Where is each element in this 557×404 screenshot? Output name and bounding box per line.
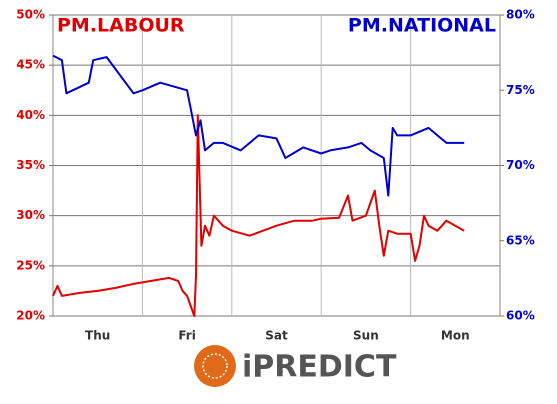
x-tick-label: Sun — [353, 329, 379, 343]
y-tick-label: 50% — [16, 8, 45, 22]
y-tick-label: 40% — [16, 108, 45, 122]
y2-tick-label: 60% — [506, 309, 535, 323]
y2-tick-label: 80% — [506, 8, 535, 22]
y2-tick-label: 75% — [506, 83, 535, 97]
x-tick-label: Sat — [265, 329, 288, 343]
logo-icon — [194, 345, 236, 387]
legend-label: PM.LABOUR — [57, 15, 185, 37]
x-tick-label: Fri — [178, 329, 195, 343]
series-line — [52, 54, 465, 197]
legend-label: PM.NATIONAL — [348, 15, 496, 37]
y-tick-label: 45% — [16, 58, 45, 72]
logo-text: iPREDICT — [242, 350, 397, 385]
y-tick-label: 25% — [16, 258, 45, 272]
x-tick-label: Thu — [85, 329, 110, 343]
logo-pattern — [202, 353, 228, 379]
y2-tick-label: 65% — [506, 233, 535, 247]
y-tick-label: 35% — [16, 158, 45, 172]
y2-tick-label: 70% — [506, 158, 535, 172]
series-line — [52, 114, 465, 317]
x-tick-label: Mon — [441, 329, 470, 343]
y-tick-label: 30% — [16, 208, 45, 222]
y-tick-label: 20% — [16, 309, 45, 323]
